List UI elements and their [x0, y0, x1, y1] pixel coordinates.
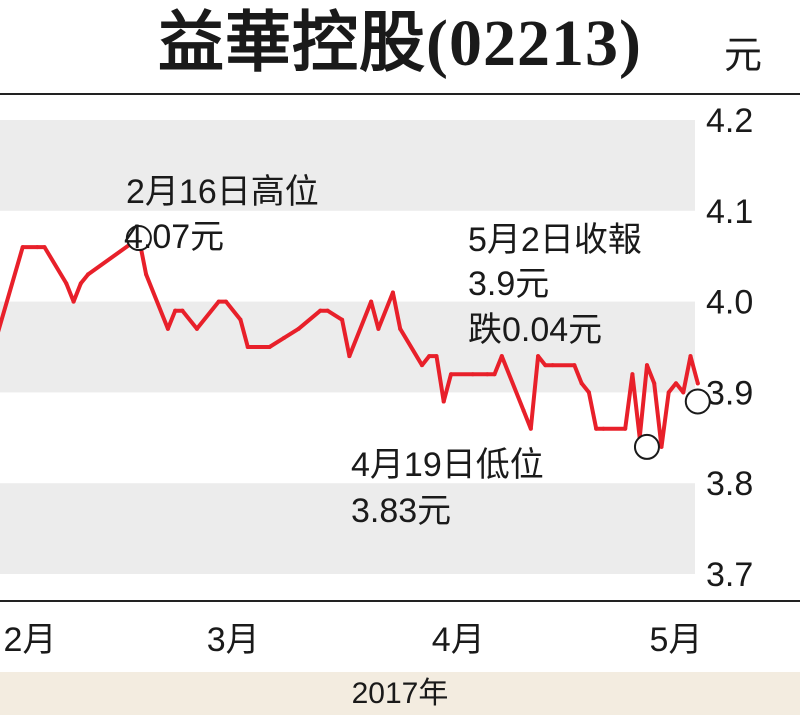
- data-point: [245, 345, 250, 349]
- data-point: [594, 426, 599, 431]
- x-axis-rule: [0, 600, 800, 602]
- data-point: [35, 245, 40, 250]
- data-point: [376, 326, 381, 331]
- data-point: [318, 308, 323, 313]
- data-point: [485, 372, 490, 377]
- data-point: [644, 363, 649, 368]
- data-point: [390, 290, 395, 295]
- x-tick-label: 3月: [207, 621, 260, 659]
- data-point: [180, 308, 185, 313]
- data-point: [398, 326, 403, 331]
- annotation-marker-low: [633, 433, 660, 460]
- data-point: [419, 363, 424, 368]
- y-tick-label: 4.1: [706, 193, 753, 231]
- data-point: [652, 381, 657, 386]
- data-point: [666, 390, 671, 395]
- data-point: [470, 372, 475, 377]
- data-point: [695, 381, 700, 386]
- line-chart: 4.2 4.1 4.0 3.9 3.8 3.7 2月 3月 4月 5月 2月16日高位 4.07元…: [0, 102, 753, 659]
- data-point: [536, 354, 541, 359]
- data-point: [499, 354, 504, 359]
- chart-title: 益華控股(02213): [158, 7, 642, 80]
- x-axis-ticks: 2月 3月 4月 5月: [4, 621, 703, 659]
- annotation-high-line-2: 4.07元: [124, 218, 224, 256]
- y-tick-label: 3.8: [706, 465, 753, 503]
- data-point: [572, 363, 577, 368]
- data-point: [86, 272, 91, 277]
- data-point: [543, 363, 548, 368]
- x-axis-label: 2017年: [351, 677, 449, 710]
- data-point: [223, 299, 228, 304]
- data-point: [441, 399, 446, 404]
- annotation-close-line-3: 跌0.04元: [468, 311, 602, 349]
- data-point: [71, 299, 76, 304]
- y-tick-label: 4.0: [706, 284, 753, 322]
- price-line: [0, 236, 700, 449]
- data-point: [173, 308, 178, 313]
- grid-band-3: [0, 483, 695, 574]
- data-point: [550, 363, 555, 368]
- annotation-marker-close: [684, 388, 711, 415]
- annotation-close-line-1: 5月2日收報: [468, 221, 642, 259]
- data-point: [238, 317, 243, 322]
- data-point: [282, 335, 287, 340]
- data-point: [623, 426, 628, 431]
- data-point: [325, 308, 330, 313]
- data-point: [528, 426, 533, 431]
- data-point: [296, 326, 301, 331]
- data-point: [601, 426, 606, 431]
- data-point: [340, 317, 345, 322]
- data-point: [267, 345, 272, 349]
- data-point: [42, 245, 47, 250]
- data-point: [427, 354, 432, 359]
- y-axis-ticks: 4.2 4.1 4.0 3.9 3.8 3.7: [706, 102, 753, 594]
- data-point: [688, 354, 693, 359]
- annotation-close-line-2: 3.9元: [468, 265, 549, 303]
- y-tick-label: 4.2: [706, 102, 753, 140]
- data-point: [681, 390, 686, 395]
- year-band: [0, 672, 800, 715]
- data-point: [674, 381, 678, 386]
- data-point: [347, 354, 352, 359]
- annotation-low-line-1: 4月19日低位: [351, 446, 544, 484]
- data-point: [521, 408, 526, 413]
- annotation-low-line-2: 3.83元: [351, 492, 451, 530]
- top-rule: [0, 93, 800, 95]
- data-point: [448, 372, 453, 377]
- data-point: [78, 281, 83, 286]
- data-point: [369, 299, 374, 304]
- x-tick-label: 5月: [650, 621, 703, 659]
- y-unit-label: 元: [724, 35, 763, 77]
- y-tick-label: 3.9: [706, 374, 753, 412]
- background-bands: [0, 120, 695, 574]
- data-point: [144, 272, 149, 277]
- data-point: [20, 245, 25, 250]
- data-point: [194, 326, 199, 331]
- data-point: [434, 354, 439, 359]
- data-point: [659, 444, 664, 449]
- data-points: [20, 236, 700, 449]
- data-point: [586, 390, 591, 395]
- data-point: [579, 381, 584, 386]
- data-point: [630, 372, 635, 377]
- data-point: [64, 281, 69, 286]
- data-point: [492, 372, 497, 377]
- y-tick-label: 3.7: [706, 556, 753, 594]
- data-point: [165, 326, 170, 331]
- x-tick-label: 2月: [4, 621, 57, 659]
- x-tick-label: 4月: [432, 621, 485, 659]
- data-point: [216, 299, 221, 304]
- annotation-marker-high: [125, 225, 152, 252]
- annotation-high-line-1: 2月16日高位: [126, 173, 319, 211]
- grid-band-1: [0, 120, 695, 211]
